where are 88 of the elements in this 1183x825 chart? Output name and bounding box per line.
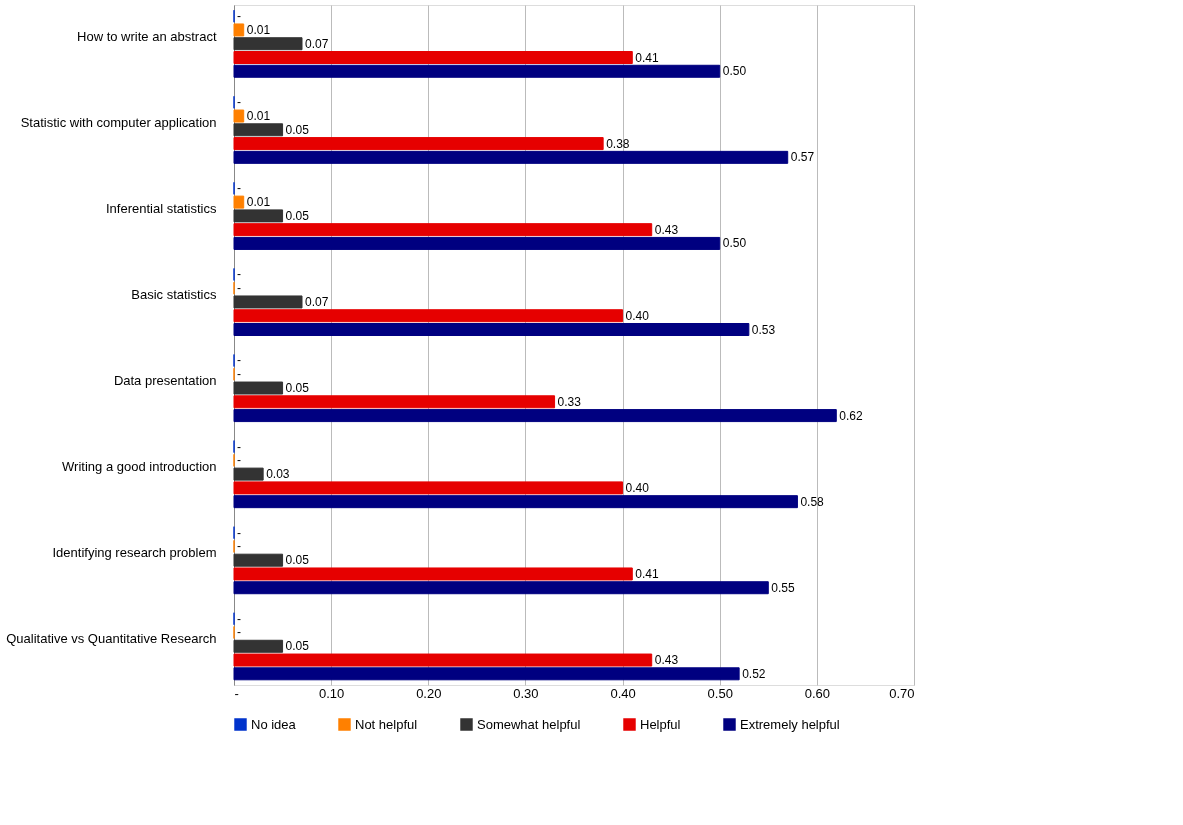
data-label: 0.40 — [625, 308, 650, 323]
legend-label: Extremely helpful — [740, 716, 840, 732]
data-label: 0.55 — [771, 580, 795, 595]
bar — [233, 295, 303, 309]
x-tick-label: 0.30 — [513, 685, 539, 701]
bar — [233, 581, 769, 595]
data-label: 0.58 — [800, 494, 825, 509]
legend-label: Not helpful — [355, 716, 418, 732]
data-label: 0.07 — [305, 294, 329, 309]
x-tick-label: 0.20 — [416, 685, 442, 701]
data-label: - — [237, 281, 241, 296]
y-tick-label: Basic statistics — [131, 286, 217, 302]
bar — [233, 381, 284, 395]
data-label: - — [237, 439, 241, 454]
bar — [233, 553, 284, 567]
bar — [233, 409, 837, 423]
bar — [233, 323, 750, 337]
data-label: - — [237, 95, 241, 110]
y-tick-label: Data presentation — [113, 373, 217, 389]
data-label: 0.33 — [557, 394, 582, 409]
y-tick-label: Writing a good introduction — [62, 459, 217, 475]
y-tick-label: Statistic with computer application — [20, 114, 217, 130]
data-label: 0.43 — [654, 222, 679, 237]
data-label: 0.01 — [246, 22, 271, 37]
data-label: 0.07 — [305, 36, 329, 51]
data-label: 0.05 — [285, 553, 310, 568]
legend-label: No idea — [251, 716, 297, 732]
bar — [233, 653, 653, 667]
bar — [233, 395, 556, 409]
data-label: 0.05 — [285, 122, 310, 137]
data-label: - — [237, 367, 241, 382]
data-label: 0.38 — [606, 136, 630, 151]
data-label: 0.62 — [839, 408, 863, 423]
bar — [233, 150, 789, 164]
bar — [233, 123, 284, 137]
data-label: 0.01 — [246, 195, 271, 210]
data-label: 0.52 — [742, 666, 766, 681]
data-label: 0.41 — [635, 566, 659, 581]
data-label: 0.41 — [635, 50, 659, 65]
x-tick-label: - — [234, 685, 239, 701]
data-label: 0.05 — [285, 208, 310, 223]
data-label: - — [237, 525, 241, 540]
bar — [233, 639, 284, 653]
data-label: 0.03 — [266, 467, 290, 482]
data-label: 0.43 — [654, 653, 679, 668]
bar — [233, 23, 245, 37]
data-label: - — [237, 625, 241, 640]
data-label: 0.57 — [790, 150, 815, 165]
bar — [233, 51, 633, 65]
x-tick-label: 0.10 — [318, 685, 345, 701]
data-label: - — [237, 539, 241, 554]
data-label: - — [237, 267, 241, 282]
bar — [233, 481, 624, 495]
legend-label: Helpful — [640, 716, 681, 732]
data-label: 0.05 — [285, 381, 310, 396]
data-label: 0.01 — [246, 109, 271, 124]
data-label: 0.53 — [751, 322, 776, 337]
data-label: 0.40 — [625, 480, 650, 495]
bar — [233, 667, 740, 681]
bar — [233, 236, 721, 250]
x-tick-label: 0.50 — [707, 685, 733, 701]
data-label: 0.50 — [722, 64, 747, 79]
data-label: - — [237, 353, 241, 368]
data-label: - — [237, 9, 241, 24]
bar — [233, 64, 721, 78]
data-label: - — [237, 611, 241, 626]
bar — [233, 495, 798, 509]
data-label: - — [237, 181, 241, 196]
bar — [233, 467, 264, 481]
y-tick-label: Identifying research problem — [52, 545, 217, 561]
bar — [233, 309, 624, 323]
bar — [233, 195, 245, 209]
y-tick-label: How to write an abstract — [77, 28, 217, 44]
bar — [233, 109, 245, 123]
data-label: 0.50 — [722, 236, 747, 251]
y-tick-label: Qualitative vs Quantitative Research — [6, 631, 217, 647]
bar — [233, 137, 604, 151]
bar — [233, 209, 284, 223]
bar — [233, 223, 653, 237]
x-tick-label: 0.70 — [889, 685, 915, 701]
legend-label: Somewhat helpful — [477, 716, 581, 732]
x-tick-label: 0.60 — [804, 685, 831, 701]
y-tick-label: Inferential statistics — [105, 200, 217, 216]
bar — [233, 567, 633, 581]
bar — [233, 37, 303, 51]
data-label: 0.05 — [285, 639, 310, 654]
data-label: - — [237, 453, 241, 468]
x-tick-label: 0.40 — [610, 685, 636, 701]
